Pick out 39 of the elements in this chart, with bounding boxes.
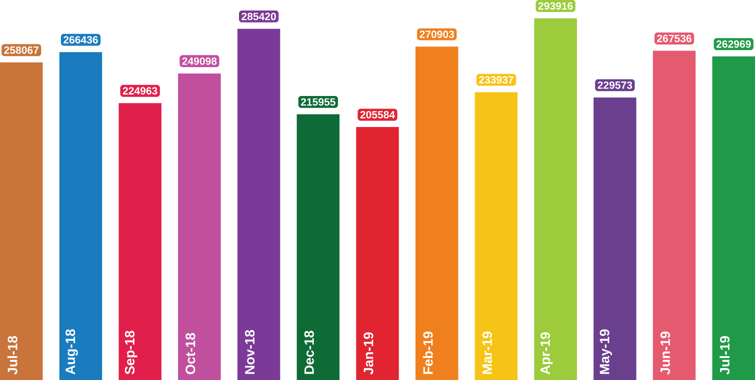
data-label: 258067	[4, 46, 38, 54]
bar	[178, 73, 221, 380]
data-label: 266436	[64, 36, 98, 44]
data-label: 233937	[479, 76, 514, 84]
x-tick-label: Jun-19	[660, 332, 670, 375]
bar	[652, 50, 696, 380]
x-tick-label: Oct-18	[186, 333, 196, 374]
x-tick-label: Jul-19	[720, 336, 730, 375]
bar	[59, 52, 102, 380]
x-tick-label: May-19	[600, 329, 612, 374]
x-tick-label: Dec-18	[304, 330, 314, 374]
data-label: 285420	[242, 12, 276, 20]
bar	[415, 46, 458, 380]
bar	[594, 97, 636, 380]
data-label: 205584	[360, 110, 396, 118]
x-tick-label: Feb-19	[422, 332, 433, 374]
x-tick-label: Jul-18	[7, 336, 18, 375]
data-label: 224963	[122, 87, 158, 95]
bar	[237, 28, 280, 380]
data-label: 215955	[300, 98, 336, 106]
x-tick-label: Jan-19	[364, 332, 374, 375]
x-tick-label: Aug-18	[66, 329, 78, 374]
bar	[474, 92, 518, 380]
bar	[118, 103, 162, 380]
bar	[712, 56, 755, 380]
x-tick-label: Mar-19	[482, 332, 492, 374]
bar	[0, 62, 43, 380]
data-label: 229573	[598, 81, 632, 89]
data-label: 262969	[716, 40, 751, 48]
x-tick-label: Nov-18	[244, 330, 255, 374]
x-tick-label: Sep-18	[124, 330, 138, 374]
x-tick-label: Apr-19	[540, 332, 553, 374]
data-label: 293916	[538, 2, 573, 10]
bar	[356, 126, 399, 380]
data-label: 267536	[657, 34, 692, 42]
bar	[534, 18, 577, 380]
bar	[296, 114, 340, 380]
data-label: 249098	[182, 57, 217, 65]
data-label: 270903	[420, 30, 454, 38]
